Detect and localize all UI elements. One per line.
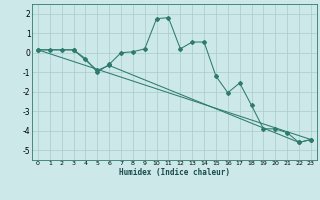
X-axis label: Humidex (Indice chaleur): Humidex (Indice chaleur) <box>119 168 230 177</box>
